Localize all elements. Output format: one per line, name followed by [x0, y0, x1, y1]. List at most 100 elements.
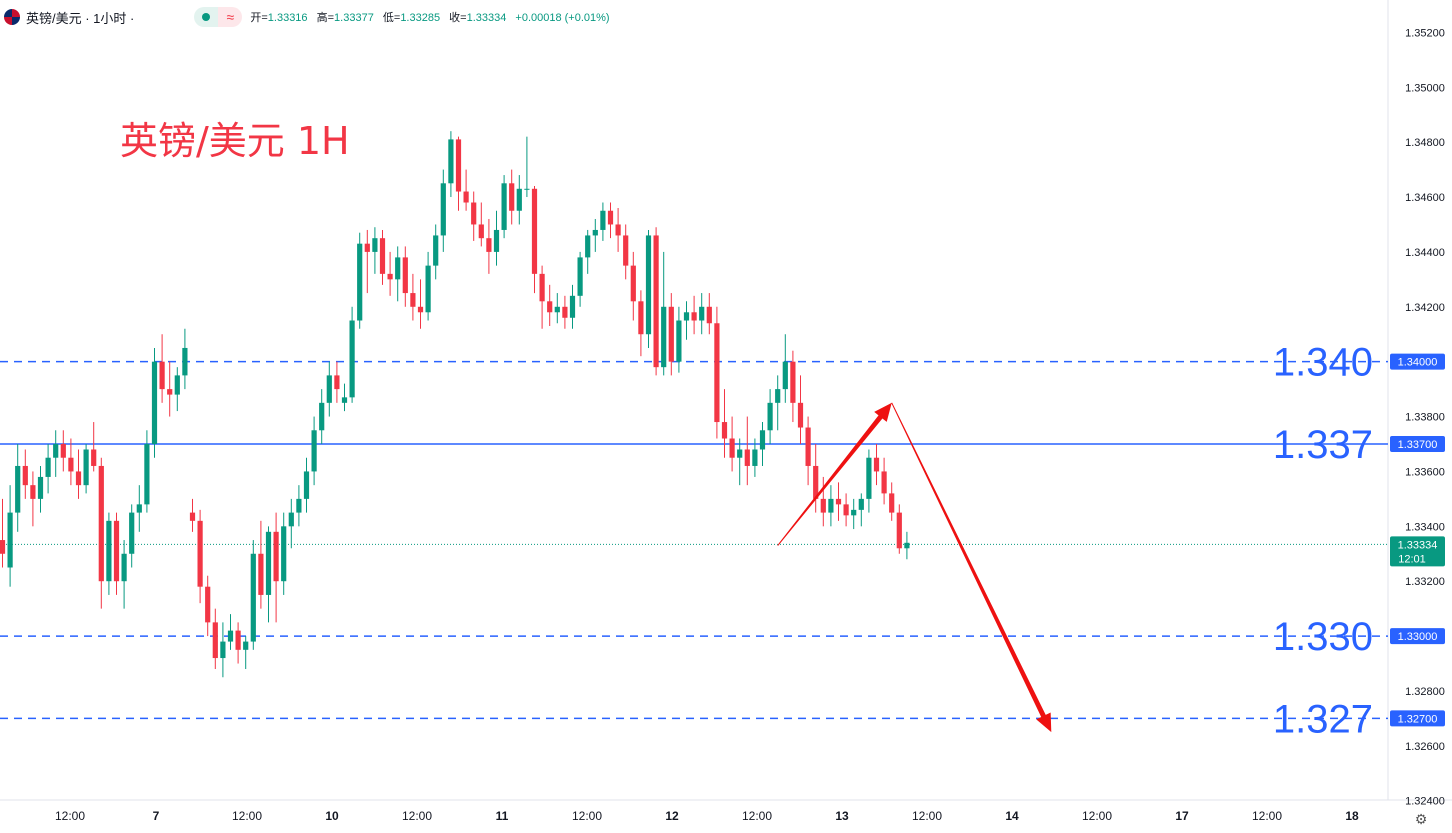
candle: [60, 430, 66, 472]
price-tick-label: 1.33800: [1405, 412, 1445, 424]
candle-body: [835, 498, 842, 505]
level-label: 1.337: [1273, 423, 1373, 467]
candle-body: [653, 235, 659, 368]
time-tick-label: 7: [153, 809, 160, 823]
symbol-label[interactable]: 英镑/美元 · 1小时 ·: [26, 10, 135, 26]
candle-body: [311, 430, 317, 472]
candle: [167, 361, 173, 417]
candle-body: [858, 498, 864, 510]
time-tick-label: 12:00: [742, 809, 772, 823]
candle-body: [471, 202, 477, 225]
forecast-up-arrow: [777, 402, 892, 546]
candle: [425, 251, 431, 321]
candle: [661, 251, 667, 376]
candle: [744, 416, 750, 486]
candle-body: [326, 375, 332, 403]
candle-body: [547, 301, 553, 313]
candle: [448, 131, 454, 198]
candle: [212, 608, 218, 670]
candle-body: [83, 449, 89, 486]
price-tick-label: 1.32400: [1405, 796, 1445, 808]
candle: [30, 471, 36, 527]
candle: [790, 350, 796, 423]
candle-body: [455, 139, 462, 192]
candle-body: [866, 457, 872, 499]
candle: [395, 246, 401, 302]
candle: [706, 293, 712, 335]
candle: [357, 232, 363, 329]
settings-gear-icon[interactable]: ⚙: [1414, 811, 1428, 827]
candle-body: [486, 238, 492, 252]
candle-body: [227, 630, 234, 642]
candle-body: [729, 438, 735, 458]
candle: [91, 422, 97, 472]
candle: [592, 218, 598, 252]
candle: [174, 367, 180, 412]
candle: [889, 482, 895, 521]
candle: [402, 246, 408, 307]
candle-body: [235, 630, 241, 650]
price-tick-label: 1.34200: [1405, 302, 1445, 314]
candle: [341, 383, 348, 412]
candle: [585, 229, 591, 274]
level-label: 1.327: [1273, 697, 1373, 741]
market-open-dot-icon: [194, 7, 219, 27]
change-value: +0.00018 (+0.01%): [515, 12, 610, 24]
candle-body: [0, 540, 6, 554]
candle: [562, 295, 568, 329]
candle-body: [357, 243, 363, 321]
time-tick-label: 10: [325, 809, 339, 823]
candle-body: [881, 471, 887, 494]
candle-body: [737, 449, 743, 458]
candle-body: [896, 512, 902, 549]
candle-body: [531, 188, 538, 274]
candle-body: [243, 641, 249, 650]
last-price-tag-timer: 12:01: [1398, 553, 1426, 565]
candle: [638, 290, 644, 357]
price-tick-label: 1.35200: [1405, 27, 1445, 39]
candle-body: [463, 191, 469, 203]
candle: [15, 444, 21, 532]
candle: [896, 504, 902, 554]
candle: [737, 438, 743, 486]
price-tick-label: 1.33600: [1405, 466, 1445, 478]
candle-body: [91, 449, 97, 466]
market-status-pill[interactable]: ≈: [194, 7, 243, 27]
candle-body: [493, 229, 500, 252]
level-price-tag-text: 1.32700: [1398, 713, 1438, 725]
candle-body: [797, 402, 804, 428]
candle-body: [562, 306, 568, 318]
gbp-usd-flag-icon: [4, 9, 20, 25]
candle-body: [873, 457, 880, 472]
candle-body: [767, 402, 773, 431]
price-tick-label: 1.32800: [1405, 686, 1445, 698]
candle-body: [554, 306, 560, 313]
candle: [471, 191, 477, 241]
time-tick-label: 17: [1175, 809, 1189, 823]
candle-body: [516, 188, 522, 211]
candle: [250, 540, 256, 650]
time-tick-label: 12:00: [1252, 809, 1282, 823]
candle: [113, 512, 120, 595]
candle-body: [843, 504, 849, 516]
time-tick-label: 13: [835, 809, 849, 823]
candle-body: [630, 265, 636, 302]
level-price-tag-text: 1.34000: [1398, 357, 1438, 369]
candle: [577, 251, 583, 307]
candle: [53, 430, 59, 477]
low-key: 低=: [382, 12, 401, 24]
ohlc-readout: 开=1.33316 高=1.33377 低=1.33285 收=1.33334 …: [250, 9, 615, 25]
candle: [873, 444, 880, 486]
candle: [547, 284, 553, 326]
candle: [775, 375, 781, 431]
candle: [106, 512, 112, 595]
candle-body: [15, 465, 21, 513]
candle-body: [805, 427, 811, 466]
candle-body: [623, 235, 629, 266]
candle-body: [417, 306, 424, 313]
candle: [227, 614, 234, 650]
candle: [372, 227, 378, 274]
price-tick-label: 1.33200: [1405, 576, 1445, 588]
candle: [258, 520, 264, 609]
